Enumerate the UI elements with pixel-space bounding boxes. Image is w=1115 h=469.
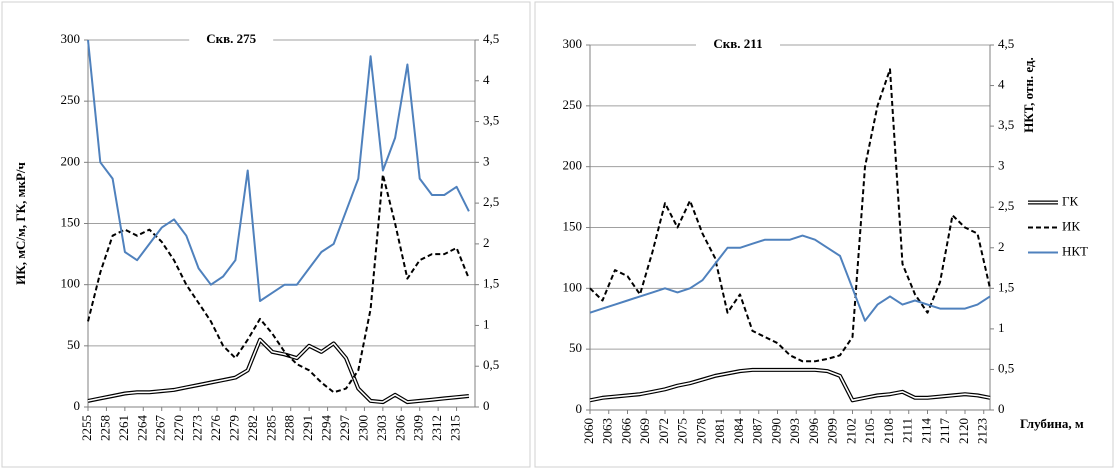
y-tick-label: 50 xyxy=(67,337,80,352)
panel-frame xyxy=(1,1,531,468)
y-tick-label: 300 xyxy=(563,36,583,51)
x-tick-label: 2111 xyxy=(900,418,915,443)
y2-tick-label: 4,5 xyxy=(483,31,499,46)
y-tick-label: 250 xyxy=(563,97,583,112)
x-tick-label: 2291 xyxy=(300,415,315,441)
x-tick-label: 2255 xyxy=(79,415,94,441)
x-tick-label: 2117 xyxy=(937,418,952,444)
x-tick-label: 2069 xyxy=(637,418,652,444)
x-tick-label: 2096 xyxy=(806,418,821,445)
y2-tick-label: 3 xyxy=(998,158,1005,173)
x-tick-label: 2102 xyxy=(843,418,858,444)
x-tick-label: 2288 xyxy=(282,415,297,441)
y-tick-label: 0 xyxy=(74,398,81,413)
y2-tick-label: 2 xyxy=(998,239,1005,254)
x-tick-label: 2264 xyxy=(134,415,149,442)
y-tick-label: 200 xyxy=(563,158,583,173)
y-tick-label: 200 xyxy=(61,153,81,168)
x-tick-label: 2075 xyxy=(675,418,690,444)
x-tick-label: 2060 xyxy=(581,418,596,444)
series-line-core xyxy=(87,338,469,403)
x-tick-label: 2063 xyxy=(600,418,615,444)
x-tick-label: 2303 xyxy=(374,415,389,441)
x-axis-label: Глубина, м xyxy=(1020,416,1084,431)
y-tick-label: 0 xyxy=(576,401,583,416)
y2-tick-label: 3,5 xyxy=(483,113,499,128)
legend-label: НКТ xyxy=(1062,243,1088,258)
title-box xyxy=(696,36,780,54)
x-tick-label: 2285 xyxy=(263,415,278,441)
x-tick-label: 2258 xyxy=(97,415,112,441)
y2-tick-label: 0 xyxy=(483,398,490,413)
x-tick-label: 2078 xyxy=(693,418,708,444)
y-axis-label: ИК, мС/м, ГК, мкР/ч xyxy=(13,162,28,285)
x-tick-label: 2279 xyxy=(226,415,241,441)
x-tick-label: 2072 xyxy=(656,418,671,444)
x-tick-label: 2093 xyxy=(787,418,802,444)
y2-tick-label: 0,5 xyxy=(483,357,499,372)
y2-tick-label: 2 xyxy=(483,235,490,250)
y2-tick-label: 3 xyxy=(483,153,490,168)
y-tick-label: 50 xyxy=(569,340,582,355)
y-tick-label: 100 xyxy=(563,279,583,294)
x-tick-label: 2099 xyxy=(825,418,840,444)
x-tick-label: 2312 xyxy=(429,415,444,441)
x-tick-label: 2087 xyxy=(750,418,765,445)
x-tick-label: 2306 xyxy=(392,415,407,442)
x-tick-label: 2282 xyxy=(245,415,260,441)
x-tick-label: 2276 xyxy=(208,415,223,442)
legend-label: ИК xyxy=(1062,218,1080,233)
y-tick-label: 300 xyxy=(61,31,81,46)
legend-label: ГК xyxy=(1062,193,1079,208)
x-tick-label: 2294 xyxy=(319,415,334,442)
y2-tick-label: 0 xyxy=(998,401,1005,416)
x-tick-label: 2267 xyxy=(153,415,168,442)
y-tick-label: 100 xyxy=(61,276,81,291)
x-tick-label: 2084 xyxy=(731,418,746,445)
x-tick-label: 2114 xyxy=(918,418,933,444)
y2-tick-label: 0,5 xyxy=(998,360,1014,375)
x-tick-label: 2066 xyxy=(618,418,633,445)
y2-tick-label: 4 xyxy=(998,77,1005,92)
x-tick-label: 2309 xyxy=(411,415,426,441)
y2-tick-label: 2,5 xyxy=(998,198,1014,213)
series-line xyxy=(87,173,470,394)
x-tick-label: 2105 xyxy=(862,418,877,444)
y2-tick-label: 2,5 xyxy=(483,194,499,209)
x-tick-label: 2081 xyxy=(712,418,727,444)
chart-title: Скв. 275 xyxy=(206,31,256,46)
y2-tick-label: 1,5 xyxy=(483,276,499,291)
y2-tick-label: 1,5 xyxy=(998,279,1014,294)
chart-title: Скв. 211 xyxy=(713,36,762,51)
title-box xyxy=(189,31,274,49)
x-tick-label: 2108 xyxy=(881,418,896,444)
x-tick-label: 2123 xyxy=(975,418,990,444)
x-tick-label: 2261 xyxy=(116,415,131,441)
x-tick-label: 2297 xyxy=(337,415,352,442)
series-line xyxy=(87,39,470,302)
x-tick-label: 2090 xyxy=(768,418,783,444)
y2-tick-label: 4 xyxy=(483,72,490,87)
x-tick-label: 2120 xyxy=(956,418,971,444)
x-tick-label: 2273 xyxy=(190,415,205,441)
y2-tick-label: 1 xyxy=(483,316,490,331)
y2-tick-label: 1 xyxy=(998,320,1005,335)
series-line xyxy=(589,234,991,322)
x-tick-label: 2270 xyxy=(171,415,186,441)
y-tick-label: 150 xyxy=(61,214,81,229)
y-tick-label: 250 xyxy=(61,92,81,107)
panel-frame xyxy=(534,1,1114,468)
series-line xyxy=(589,68,991,363)
y2-axis-label: НКТ, отн. ед. xyxy=(1021,57,1036,133)
series-line-core xyxy=(589,369,991,402)
y2-tick-label: 4,5 xyxy=(998,36,1014,51)
x-tick-label: 2300 xyxy=(355,415,370,441)
y-tick-label: 150 xyxy=(563,218,583,233)
y2-tick-label: 3,5 xyxy=(998,117,1014,132)
x-tick-label: 2315 xyxy=(448,415,463,441)
